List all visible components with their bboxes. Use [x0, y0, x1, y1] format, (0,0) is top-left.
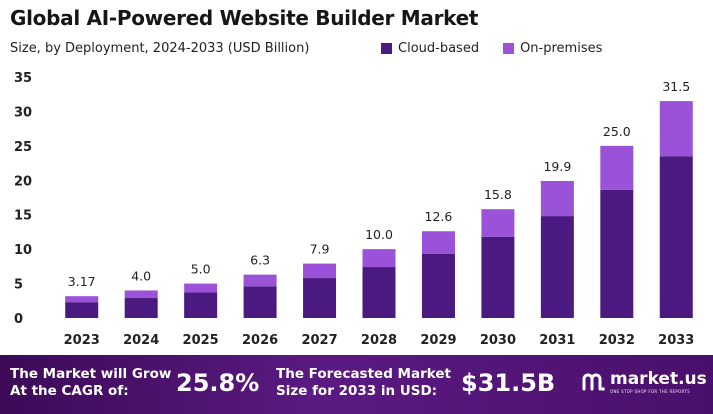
- data-label-total: 25.0: [603, 124, 631, 139]
- bar-segment-on-premises: [124, 290, 158, 299]
- data-label-total: 12.6: [425, 209, 453, 224]
- bar-chart: 051015202530353.1720234.020245.020256.32…: [14, 71, 694, 348]
- legend-label-on-premises: On-premises: [520, 41, 603, 56]
- brand-tagline: ONE STOP SHOP FOR THE REPORTS: [610, 389, 690, 394]
- cagr-value: 25.8%: [176, 369, 260, 397]
- forecast-caption-line1: The Forecasted Market: [276, 366, 451, 382]
- x-tick-label: 2027: [301, 333, 337, 348]
- y-tick-label: 0: [14, 312, 23, 327]
- legend-item-on-premises: On-premises: [503, 41, 602, 56]
- y-tick-label: 10: [14, 243, 32, 258]
- bar-segment-on-premises: [184, 283, 218, 293]
- chart-title: Global AI-Powered Website Builder Market: [10, 6, 479, 30]
- bar-segment-on-premises: [540, 180, 574, 217]
- forecast-caption-line2: Size for 2033 in USD:: [276, 383, 438, 399]
- y-tick-label: 5: [14, 278, 23, 293]
- legend: Cloud-based On-premises: [381, 41, 626, 56]
- bar-segment-cloud-based: [243, 286, 277, 318]
- x-tick-label: 2031: [539, 333, 575, 348]
- cagr-caption-line1: The Market will Grow: [10, 366, 172, 382]
- data-label-total: 6.3: [250, 253, 270, 268]
- cagr-caption-line2: At the CAGR of:: [10, 383, 129, 399]
- y-tick-label: 35: [14, 71, 32, 86]
- y-tick-label: 20: [14, 174, 32, 189]
- market-us-logo-icon: [582, 373, 605, 391]
- bar-segment-on-premises: [65, 296, 99, 303]
- bar-segment-cloud-based: [124, 298, 158, 318]
- x-tick-label: 2033: [658, 333, 694, 348]
- data-label-total: 7.9: [310, 242, 330, 257]
- legend-swatch-cloud-based: [381, 43, 392, 54]
- bar-segment-on-premises: [481, 209, 515, 237]
- brand-logo: market.us ONE STOP SHOP FOR THE REPORTS: [580, 369, 707, 395]
- x-tick-label: 2026: [242, 333, 278, 348]
- bar-segment-cloud-based: [600, 189, 634, 318]
- x-tick-label: 2030: [480, 333, 516, 348]
- y-tick-label: 25: [14, 140, 32, 155]
- bar-segment-cloud-based: [65, 302, 99, 318]
- bar-segment-cloud-based: [362, 267, 396, 318]
- x-tick-label: 2024: [123, 333, 159, 348]
- y-tick-label: 15: [14, 209, 32, 224]
- cagr-caption: The Market will Grow At the CAGR of:: [10, 366, 171, 400]
- bar-segment-on-premises: [421, 231, 455, 254]
- x-tick-label: 2028: [361, 333, 397, 348]
- data-label-total: 15.8: [484, 187, 512, 202]
- data-label-total: 3.17: [68, 274, 96, 289]
- legend-item-cloud-based: Cloud-based: [381, 41, 479, 56]
- bar-segment-cloud-based: [421, 253, 455, 318]
- brand-name: market.us: [610, 369, 707, 389]
- data-label-total: 5.0: [191, 262, 211, 277]
- data-label-total: 4.0: [131, 268, 151, 283]
- bar-segment-on-premises: [600, 145, 634, 190]
- bar-segment-cloud-based: [540, 216, 574, 318]
- legend-label-cloud-based: Cloud-based: [398, 41, 480, 56]
- x-tick-label: 2029: [420, 333, 456, 348]
- bar-segment-on-premises: [659, 101, 693, 157]
- bar-segment-on-premises: [243, 274, 277, 287]
- bar-segment-on-premises: [362, 249, 396, 268]
- forecast-caption: The Forecasted Market Size for 2033 in U…: [276, 366, 451, 400]
- y-tick-label: 30: [14, 105, 32, 120]
- x-tick-label: 2025: [183, 333, 219, 348]
- chart-subtitle: Size, by Deployment, 2024-2033 (USD Bill…: [10, 41, 310, 56]
- x-tick-label: 2023: [64, 333, 100, 348]
- footer-banner: The Market will Grow At the CAGR of: 25.…: [0, 355, 713, 414]
- data-label-total: 31.5: [662, 79, 690, 94]
- data-label-total: 19.9: [543, 159, 571, 174]
- bar-segment-cloud-based: [303, 278, 337, 318]
- legend-swatch-on-premises: [503, 43, 515, 54]
- data-label-total: 10.0: [365, 227, 393, 242]
- brand-text: market.us ONE STOP SHOP FOR THE REPORTS: [610, 369, 707, 394]
- x-tick-label: 2032: [599, 333, 635, 348]
- bar-segment-cloud-based: [481, 236, 515, 318]
- bar-segment-cloud-based: [184, 292, 218, 318]
- bar-segment-cloud-based: [659, 156, 693, 318]
- bar-segment-on-premises: [303, 263, 337, 279]
- forecast-value: $31.5B: [461, 369, 556, 397]
